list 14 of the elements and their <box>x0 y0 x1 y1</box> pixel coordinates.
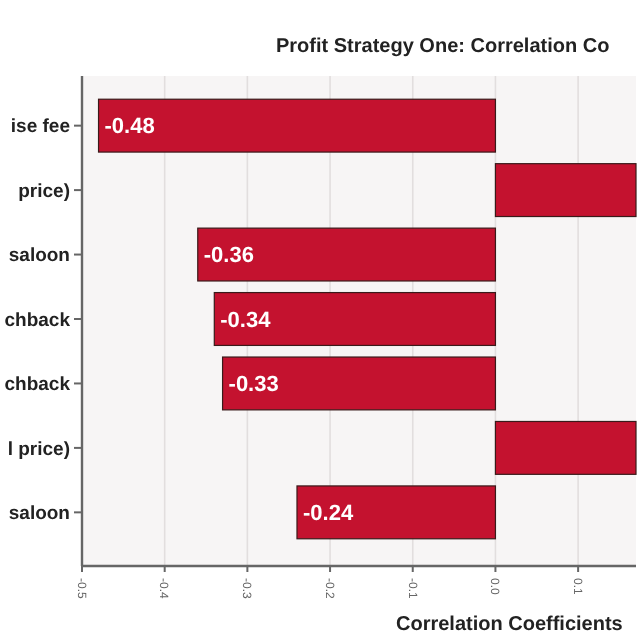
y-tick-label: price) <box>18 180 70 203</box>
x-axis-title: Correlation Coefficients <box>396 614 624 636</box>
y-tick-label: ise fee <box>10 116 70 139</box>
data-label: -0.34 <box>220 308 273 333</box>
data-label: -0.24 <box>302 502 355 527</box>
chart-title: Profit Strategy One: Correlation Co <box>276 36 610 58</box>
y-tick-label: saloon <box>8 503 71 525</box>
y-tick-label: chback <box>4 374 72 397</box>
data-label: -0.33 <box>228 373 279 398</box>
y-tick-label: chback <box>4 309 72 332</box>
y-tick-label: saloon <box>8 245 71 268</box>
data-label: -0.48 <box>104 115 155 140</box>
y-tick-label: l price) <box>7 438 70 461</box>
data-label: -0.36 <box>203 244 254 269</box>
